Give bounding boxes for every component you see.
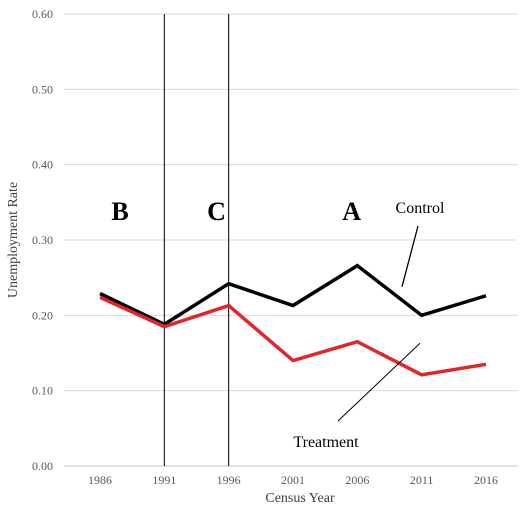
x-tick-label: 1996: [217, 473, 241, 487]
y-tick-label: 0.50: [32, 82, 53, 96]
series-line-treatment: [99, 295, 487, 377]
period-divider-lines: [163, 14, 230, 466]
y-axis-title: Unemployment Rate: [6, 182, 21, 298]
y-axis-ticks: 0.00 0.10 0.20 0.30 0.40 0.50 0.60: [32, 7, 53, 473]
series-line-control: [99, 263, 487, 327]
series-lines: [99, 263, 487, 377]
x-tick-label: 2001: [281, 473, 305, 487]
y-tick-label: 0.60: [32, 7, 53, 21]
annotations: B C A Control Treatment: [111, 197, 445, 451]
x-tick-label: 2006: [345, 473, 369, 487]
y-tick-label: 0.00: [32, 459, 53, 473]
region-label-c: C: [207, 197, 226, 226]
x-axis-title: Census Year: [265, 491, 335, 506]
region-label-a: A: [342, 197, 361, 226]
control-leader-line: [401, 225, 419, 287]
gridlines: [64, 13, 518, 467]
region-label-b: B: [111, 197, 128, 226]
treatment-leader-line: [337, 342, 421, 422]
y-tick-label: 0.20: [32, 308, 53, 322]
y-tick-label: 0.10: [32, 384, 53, 398]
y-tick-label: 0.30: [32, 233, 53, 247]
x-axis-ticks: 1986 1991 1996 2001 2006 2011 2016: [88, 473, 498, 487]
series-label-treatment: Treatment: [293, 434, 359, 451]
x-tick-label: 1986: [88, 473, 112, 487]
series-label-control: Control: [396, 200, 445, 217]
x-tick-label: 1991: [152, 473, 176, 487]
x-tick-label: 2016: [474, 473, 498, 487]
x-tick-label: 2011: [410, 473, 434, 487]
y-tick-label: 0.40: [32, 158, 53, 172]
